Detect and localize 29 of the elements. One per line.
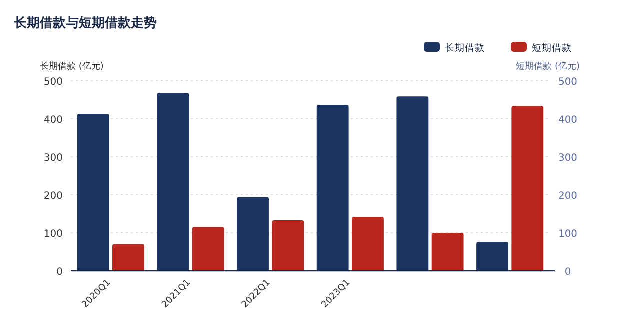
y-tick-label: 300 [44, 153, 63, 164]
bar [157, 93, 190, 271]
y-tick-label: 200 [44, 191, 63, 202]
legend-label: 长期借款 [445, 42, 485, 54]
y2-axis-title: 短期借款 (亿元) [516, 61, 580, 72]
chart-title: 长期借款与短期借款走势 [13, 15, 157, 31]
y2-tick-label: 200 [558, 191, 578, 202]
bar [112, 244, 144, 271]
y-tick-label: 400 [44, 115, 63, 126]
bar [237, 197, 269, 271]
bar [512, 106, 544, 271]
bar [476, 242, 508, 271]
y-tick-label: 0 [56, 267, 63, 278]
y-tick-label: 500 [44, 77, 63, 88]
y-tick-label: 100 [44, 229, 63, 240]
bar [77, 114, 110, 271]
y2-tick-label: 0 [564, 267, 572, 278]
bar [192, 227, 224, 271]
y-axis-title: 长期借款 (亿元) [40, 61, 104, 72]
bar [316, 104, 349, 271]
y2-tick-label: 400 [558, 115, 578, 126]
legend-label: 短期借款 [532, 42, 572, 54]
y2-tick-label: 500 [558, 77, 578, 88]
y2-tick-label: 300 [558, 153, 578, 164]
bar [432, 233, 464, 271]
bar [352, 217, 384, 271]
bar [396, 96, 429, 271]
y2-tick-label: 100 [558, 229, 578, 240]
bar [272, 220, 304, 271]
